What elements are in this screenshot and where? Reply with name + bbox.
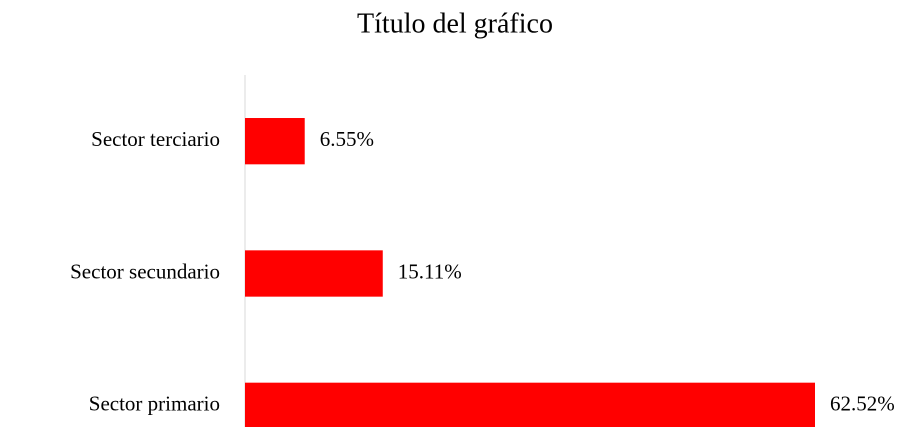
data-label: 15.11% (398, 259, 462, 283)
bar (245, 118, 305, 165)
bar (245, 250, 383, 297)
category-label: Sector secundario (70, 259, 220, 283)
category-label: Sector terciario (91, 127, 220, 151)
bar (245, 382, 815, 427)
data-label: 6.55% (320, 127, 374, 151)
chart-title: Título del gráfico (357, 8, 553, 39)
data-label: 62.52% (830, 392, 895, 416)
category-label: Sector primario (89, 392, 220, 416)
